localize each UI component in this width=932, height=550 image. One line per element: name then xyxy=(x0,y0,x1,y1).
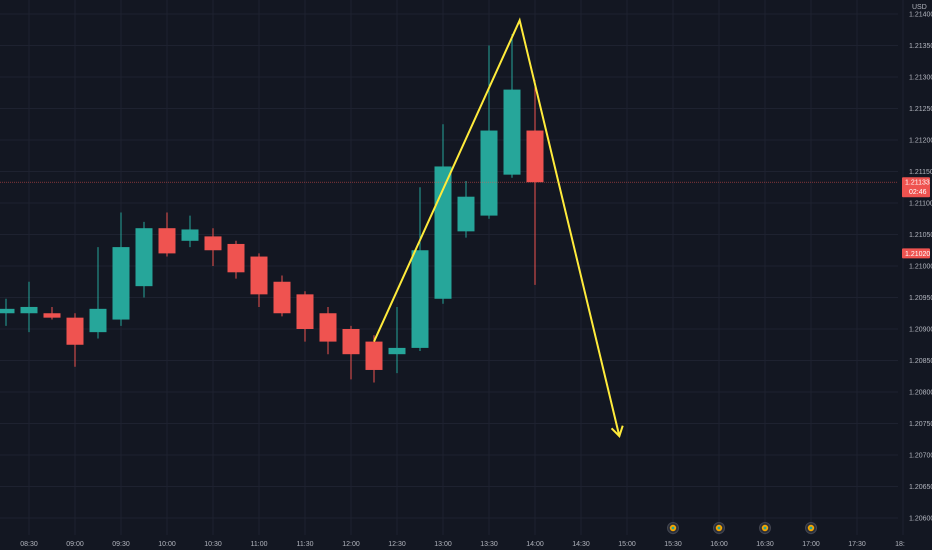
candle-body-down xyxy=(365,341,383,370)
time-tick-label: 11:00 xyxy=(251,541,268,548)
price-tick-label: 1.21250 xyxy=(909,106,932,113)
price-tick-label: 1.21050 xyxy=(909,232,932,239)
price-tick-label: 1.20800 xyxy=(909,390,932,397)
candle-body-down xyxy=(204,236,222,251)
event-markers-layer xyxy=(667,522,817,534)
event-marker-icon[interactable] xyxy=(713,522,725,534)
candle-body-down xyxy=(66,317,84,345)
time-tick-label: 10:00 xyxy=(158,541,176,548)
countdown-label: 02:46 xyxy=(909,189,927,196)
candle-body-up xyxy=(434,166,452,299)
time-tick-label: 17:30 xyxy=(848,541,866,548)
time-tick-label: 14:00 xyxy=(526,541,544,548)
price-tick-label: 1.21200 xyxy=(909,138,932,145)
event-marker-dot xyxy=(763,526,767,530)
event-marker-icon[interactable] xyxy=(667,522,679,534)
marker-price-label: 1.21020 xyxy=(905,251,930,258)
marker-price-badge xyxy=(902,248,930,259)
time-tick-label: 15:00 xyxy=(618,541,636,548)
time-tick-label: 10:30 xyxy=(204,541,222,548)
price-tick-label: 1.21300 xyxy=(909,75,932,82)
currency-label: USD xyxy=(912,4,927,11)
price-tick-label: 1.21150 xyxy=(909,169,932,176)
price-tick-label: 1.20850 xyxy=(909,358,932,365)
candle-body-down xyxy=(43,313,61,318)
candle-body-up xyxy=(112,247,130,320)
price-tick-label: 1.20600 xyxy=(909,516,932,523)
price-tick-label: 1.20950 xyxy=(909,295,932,302)
time-tick-label: 11:30 xyxy=(297,541,314,548)
annotation-layer xyxy=(0,17,898,438)
price-tick-label: 1.21400 xyxy=(909,12,932,19)
candle-body-up xyxy=(89,308,107,333)
candle-body-up xyxy=(388,347,406,355)
candle-body-up xyxy=(503,89,521,175)
candle-body-down xyxy=(296,294,314,329)
time-tick-label: 15:30 xyxy=(664,541,682,548)
grid-layer xyxy=(0,0,904,535)
candle-body-up xyxy=(480,130,498,216)
candle-body-down xyxy=(319,313,337,342)
candle-body-up xyxy=(20,306,38,314)
price-tick-label: 1.21000 xyxy=(909,264,932,271)
time-tick-label: 09:30 xyxy=(112,541,130,548)
price-tick-label: 1.20750 xyxy=(909,421,932,428)
event-marker-icon[interactable] xyxy=(759,522,771,534)
event-marker-dot xyxy=(671,526,675,530)
candle-body-down xyxy=(227,243,245,273)
time-axis[interactable]: 08:30 09:00 09:30 10:00 10:30 11:00 11:30 12:00… xyxy=(20,541,905,548)
candles-layer xyxy=(0,34,544,383)
candle-body-down xyxy=(342,329,360,355)
candle-body-up xyxy=(135,228,153,287)
time-tick-label: 16:00 xyxy=(710,541,728,548)
price-tick-label: 1.20650 xyxy=(909,484,932,491)
time-tick-label: 12:30 xyxy=(388,541,406,548)
candle-body-down xyxy=(273,281,291,314)
annotation-arrowhead xyxy=(610,425,624,438)
current-price-label: 1.21133 xyxy=(905,180,930,187)
candle-body-down xyxy=(250,256,268,295)
time-tick-label: 09:00 xyxy=(66,541,84,548)
price-tick-label: 1.21350 xyxy=(909,43,932,50)
event-marker-dot xyxy=(809,526,813,530)
price-tick-label: 1.20700 xyxy=(909,453,932,460)
price-axis[interactable]: 1.21400 1.21350 1.21300 1.21250 1.21200 1.211… xyxy=(902,4,932,523)
time-tick-label: 16:30 xyxy=(756,541,774,548)
candle-body-down xyxy=(526,130,544,183)
candle-body-up xyxy=(0,308,15,314)
time-tick-label: 08:30 xyxy=(20,541,38,548)
time-tick-label: 13:30 xyxy=(480,541,498,548)
current-price-badge xyxy=(902,177,930,198)
time-tick-label: 18: xyxy=(895,541,905,548)
event-marker-dot xyxy=(717,526,721,530)
price-tick-label: 1.20900 xyxy=(909,327,932,334)
candle-body-up xyxy=(411,250,429,348)
time-tick-label: 13:00 xyxy=(434,541,452,548)
price-tick-label: 1.21100 xyxy=(909,201,932,208)
candle-body-up xyxy=(181,229,199,241)
annotation-path xyxy=(373,17,621,437)
candle-body-down xyxy=(158,228,176,254)
candle-body-up xyxy=(457,196,475,232)
time-tick-label: 12:00 xyxy=(342,541,360,548)
time-tick-label: 14:30 xyxy=(572,541,590,548)
event-marker-icon[interactable] xyxy=(805,522,817,534)
time-tick-label: 17:00 xyxy=(802,541,820,548)
